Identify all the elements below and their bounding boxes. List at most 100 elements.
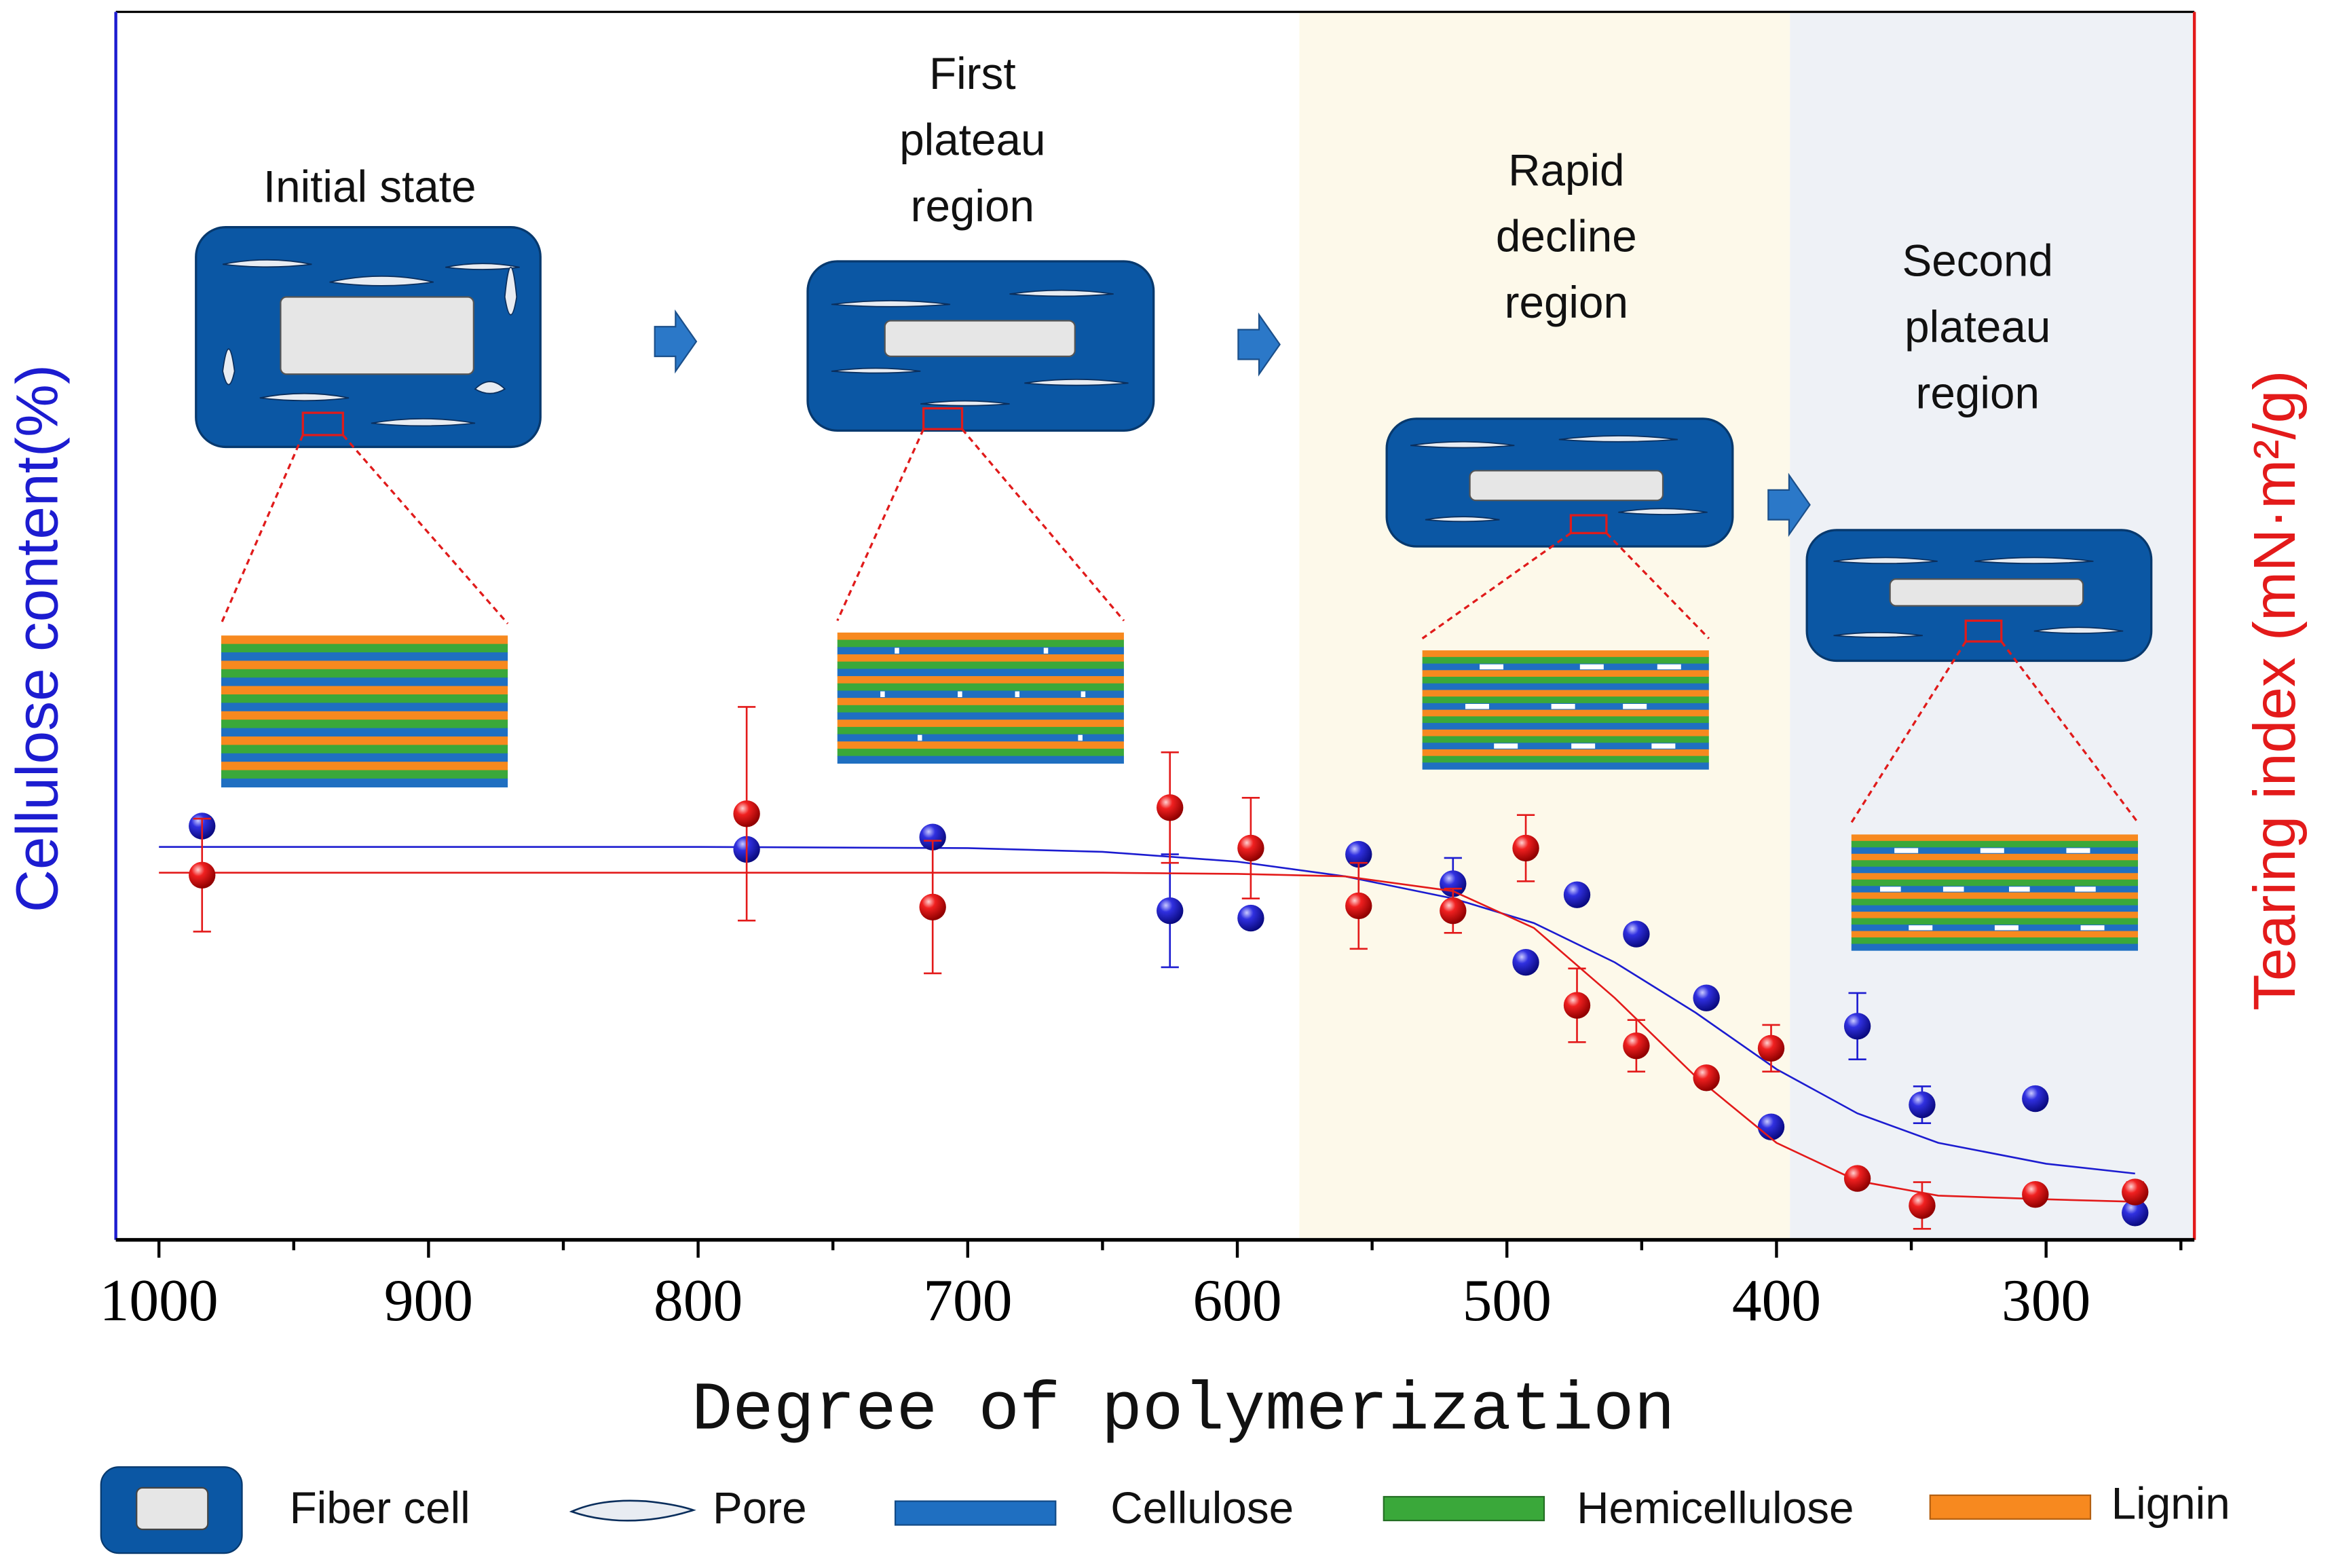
layer: [221, 660, 508, 670]
lumen: [1889, 578, 2084, 607]
point: [1757, 1113, 1785, 1140]
pore: [445, 263, 520, 270]
layer: [837, 669, 1124, 677]
layer-gap: [1623, 703, 1647, 709]
zoom-line: [342, 434, 509, 624]
pore: [1558, 435, 1678, 443]
layer-gap: [1994, 925, 2019, 931]
x-tick-label: 700: [923, 1267, 1012, 1333]
pore: [1974, 557, 2094, 565]
layer-gap: [1015, 691, 1020, 698]
layer: [221, 711, 508, 720]
layer: [221, 778, 508, 788]
layer: [221, 652, 508, 662]
layer: [221, 694, 508, 704]
zoom-box: [922, 407, 964, 430]
layer: [1851, 879, 2138, 886]
layer: [837, 639, 1124, 648]
pore: [371, 418, 476, 427]
layer: [837, 690, 1124, 698]
pore: [329, 276, 434, 286]
layer: [221, 677, 508, 687]
layer: [1851, 899, 2138, 906]
point: [1440, 897, 1467, 925]
layer: [1851, 866, 2138, 874]
layer: [1851, 834, 2138, 842]
point: [2022, 1180, 2049, 1208]
legend-pore: [569, 1499, 696, 1522]
pore: [1009, 289, 1114, 297]
layer-gap: [1880, 886, 1901, 892]
region-label: decline: [1496, 212, 1637, 261]
legend-label: Fiber cell: [290, 1483, 470, 1533]
x-tick-label: 800: [654, 1267, 743, 1333]
pore: [1618, 508, 1708, 515]
point: [1563, 992, 1591, 1019]
arrow: [1237, 312, 1281, 377]
layer: [837, 654, 1124, 662]
layer-gap: [1657, 664, 1681, 670]
point: [1157, 897, 1184, 925]
layer: [837, 726, 1124, 735]
point: [1693, 984, 1720, 1011]
pore: [504, 266, 518, 316]
pore: [2033, 627, 2124, 634]
layer: [837, 734, 1124, 742]
point: [1623, 920, 1650, 948]
layer-gap: [1579, 664, 1604, 670]
layer-gap: [2080, 925, 2105, 931]
point: [1563, 881, 1591, 908]
layer: [1851, 873, 2138, 880]
lumen: [1469, 470, 1664, 502]
layer: [1422, 670, 1709, 677]
layer: [1422, 656, 1709, 665]
region-label: First: [929, 49, 1016, 98]
arrow: [654, 309, 698, 374]
layer-gap: [2066, 848, 2090, 853]
point: [1345, 840, 1372, 868]
x-tick-label: 600: [1193, 1267, 1281, 1333]
legend-label: Cellulose: [1110, 1483, 1294, 1533]
layer-gap: [895, 648, 899, 654]
layer: [1422, 729, 1709, 737]
x-tick-label: 500: [1463, 1267, 1552, 1333]
point: [733, 800, 760, 827]
region-label: Rapid: [1508, 145, 1624, 195]
pore: [831, 367, 921, 374]
x-axis-label: Degree of polymerization: [692, 1373, 1675, 1450]
layer: [221, 669, 508, 678]
layer: [1422, 677, 1709, 684]
fit-curve: [159, 846, 2135, 1175]
layer-gap: [1942, 886, 1964, 892]
layer: [221, 762, 508, 771]
x-tick-label: 400: [1732, 1267, 1821, 1333]
y-axis-label: Cellulose content(%): [3, 365, 70, 912]
layer-gap: [1494, 743, 1518, 749]
layer: [1851, 912, 2138, 919]
layer: [221, 703, 508, 712]
pore: [831, 300, 951, 307]
legend-cellulose: [894, 1500, 1057, 1526]
x-tick-label: 1000: [100, 1267, 219, 1333]
layer-gap: [1651, 743, 1676, 749]
point: [1512, 949, 1539, 976]
layer: [837, 720, 1124, 728]
layer-gap: [1078, 734, 1083, 741]
zoom-box: [1964, 619, 2003, 643]
point: [1237, 834, 1264, 862]
layer: [221, 745, 508, 754]
zoom-line: [836, 428, 925, 622]
region-label: plateau: [899, 115, 1045, 164]
layer-gap: [1980, 848, 2004, 853]
layer: [1422, 690, 1709, 697]
zoom-box: [301, 411, 344, 436]
pore: [1833, 557, 1938, 565]
point: [1909, 1192, 1936, 1219]
point: [189, 861, 216, 889]
layer-gap: [1571, 743, 1596, 749]
x-tick-label: 900: [384, 1267, 473, 1333]
legend-lignin: [1929, 1494, 2092, 1520]
layer: [1422, 743, 1709, 750]
